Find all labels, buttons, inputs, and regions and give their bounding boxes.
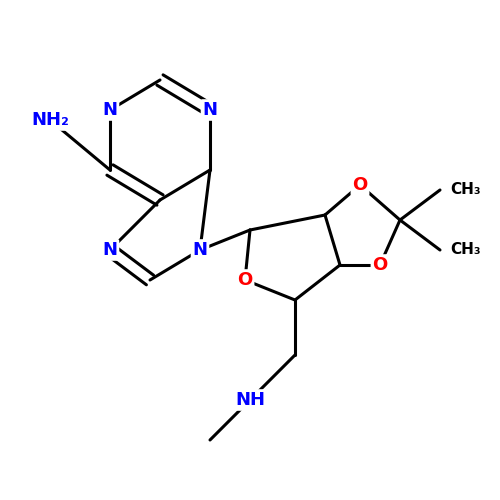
Text: O: O xyxy=(352,176,368,194)
Text: NH: NH xyxy=(235,391,265,409)
Text: O: O xyxy=(372,256,388,274)
Text: N: N xyxy=(102,241,118,259)
Text: CH₃: CH₃ xyxy=(450,182,480,198)
Text: CH₃: CH₃ xyxy=(450,242,480,258)
Text: O: O xyxy=(238,271,252,289)
Text: N: N xyxy=(192,241,208,259)
Text: N: N xyxy=(102,101,118,119)
Text: N: N xyxy=(202,101,218,119)
Text: NH₂: NH₂ xyxy=(31,111,69,129)
